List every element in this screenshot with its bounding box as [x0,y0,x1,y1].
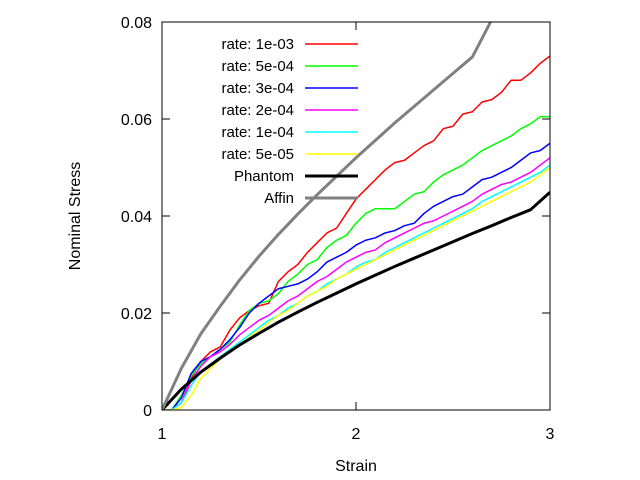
legend-label: rate: 2e-04 [221,102,294,119]
series-line-rate-1e-04 [162,164,550,410]
legend-item-rate-5e-05: rate: 5e-05 [221,146,358,163]
series-line-phantom [162,191,550,410]
legend: rate: 1e-03 rate: 5e-04 rate: 3e-04 rate: 2… [221,36,358,207]
series-line-affin [162,22,493,410]
legend-label: Phantom [234,168,294,185]
plot-curves [162,22,550,410]
series-line-rate-5e-04 [162,115,550,410]
legend-item-rate-2e-04: rate: 2e-04 [221,102,358,119]
x-axis-ticks: 1 2 3 [158,22,555,443]
legend-label: rate: 5e-04 [221,58,294,75]
series-line-rate-5e-05 [162,166,550,410]
legend-label: Affin [264,190,294,207]
y-tick-label: 0.08 [121,15,152,32]
y-axis-ticks: 0 0.02 0.04 0.06 0.08 [121,15,550,420]
legend-item-affin: Affin [264,190,358,207]
series-line-rate-2e-04 [162,157,550,410]
y-tick-label: 0 [143,403,152,420]
series-line-rate-3e-04 [162,142,550,410]
legend-item-rate-3e-04: rate: 3e-04 [221,80,358,97]
legend-label: rate: 3e-04 [221,80,294,97]
x-tick-label: 2 [352,426,361,443]
legend-label: rate: 1e-04 [221,124,294,141]
y-tick-label: 0.04 [121,209,152,226]
y-axis-label: Nominal Stress [67,162,84,270]
legend-item-phantom: Phantom [234,168,358,185]
y-tick-label: 0.06 [121,112,152,129]
legend-label: rate: 1e-03 [221,36,294,53]
legend-item-rate-1e-04: rate: 1e-04 [221,124,358,141]
legend-label: rate: 5e-05 [221,146,294,163]
y-tick-label: 0.02 [121,306,152,323]
x-tick-label: 1 [158,426,167,443]
legend-item-rate-5e-04: rate: 5e-04 [221,58,358,75]
legend-item-rate-1e-03: rate: 1e-03 [221,36,358,53]
x-tick-label: 3 [546,426,555,443]
x-axis-label: Strain [335,458,377,475]
